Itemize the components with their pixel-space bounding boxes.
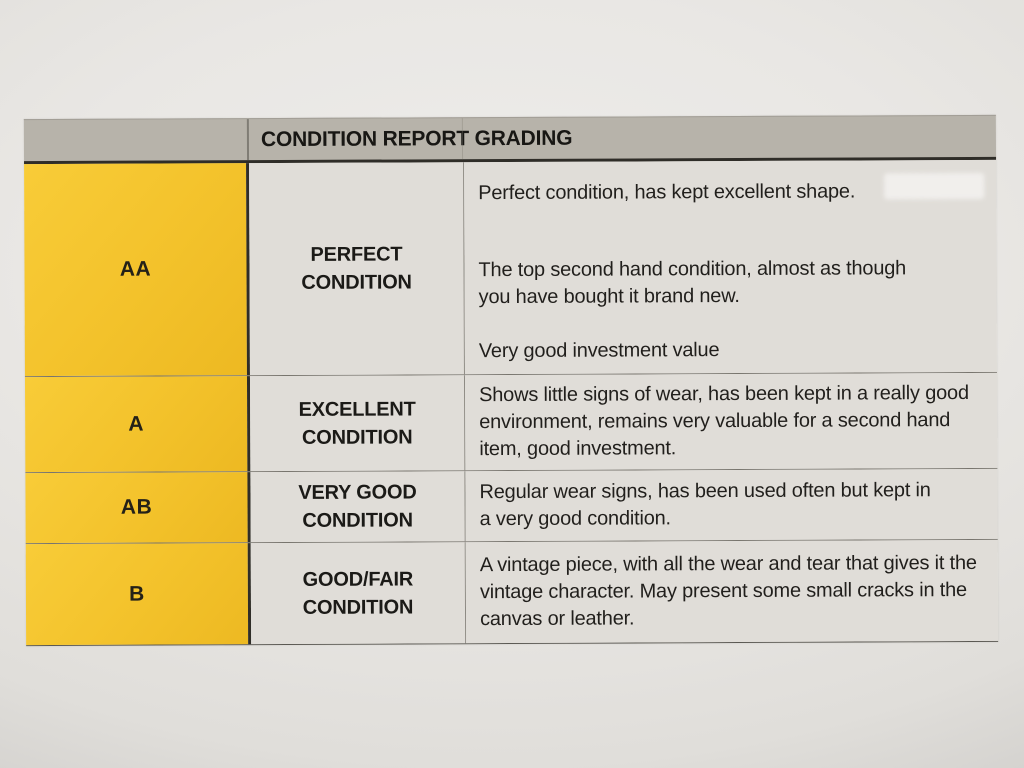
- grade-cell: A: [24, 376, 251, 473]
- table-body: AA PERFECT CONDITION Perfect condition, ha…: [24, 159, 999, 647]
- condition-grading-table: CONDITION REPORT GRADING AA PERFECT CONDI…: [23, 114, 999, 647]
- condition-label: GOOD/FAIR CONDITION: [302, 567, 414, 619]
- grade-label: AB: [120, 495, 153, 519]
- description-cell: Shows little signs of wear, has been kep…: [464, 372, 998, 471]
- description-paragraph: Shows little signs of wear, has been kep…: [479, 382, 969, 461]
- header-title-cell: CONDITION REPORT GRADING: [249, 116, 996, 160]
- condition-cell: GOOD/FAIR CONDITION: [250, 542, 467, 645]
- table-row-grade-ab: AB VERY GOOD CONDITION Regular wear signs,…: [25, 468, 998, 545]
- description-cell: Perfect condition, has kept excellent sh…: [464, 159, 997, 375]
- description-paragraph: The top second hand condition, almost as…: [478, 257, 907, 309]
- table-row-grade-b: B GOOD/FAIR CONDITION A vintage piece, wit…: [25, 539, 999, 647]
- condition-label: EXCELLENT CONDITION: [298, 397, 416, 449]
- condition-cell: EXCELLENT CONDITION: [249, 375, 466, 472]
- grade-label: B: [129, 582, 145, 606]
- table-row-grade-a: A EXCELLENT CONDITION Shows little signs o…: [24, 372, 998, 474]
- condition-label: VERY GOOD CONDITION: [298, 481, 417, 532]
- table-row-grade-aa: AA PERFECT CONDITION Perfect condition, ha…: [24, 159, 997, 378]
- whiteout-correction-patch: [884, 172, 985, 200]
- description-paragraph: Regular wear signs, has been used often …: [479, 479, 931, 531]
- table-title: CONDITION REPORT GRADING: [260, 126, 573, 151]
- description-cell: A vintage piece, with all the wear and t…: [465, 539, 999, 644]
- condition-cell: VERY GOOD CONDITION: [250, 471, 466, 543]
- description-cell: Regular wear signs, has been used often …: [465, 468, 998, 542]
- grade-label: A: [128, 412, 145, 436]
- grade-cell: AA: [24, 163, 250, 377]
- header-grade-column-spacer: [23, 119, 250, 162]
- description-paragraph: Very good investment value: [478, 339, 720, 363]
- condition-label: PERFECT CONDITION: [301, 243, 412, 294]
- grade-label: AA: [119, 257, 152, 281]
- grade-cell: AB: [25, 472, 251, 544]
- grade-cell: B: [25, 543, 252, 646]
- description-paragraph: A vintage piece, with all the wear and t…: [479, 551, 977, 631]
- table-header-row: CONDITION REPORT GRADING: [23, 114, 997, 165]
- condition-cell: PERFECT CONDITION: [249, 162, 465, 376]
